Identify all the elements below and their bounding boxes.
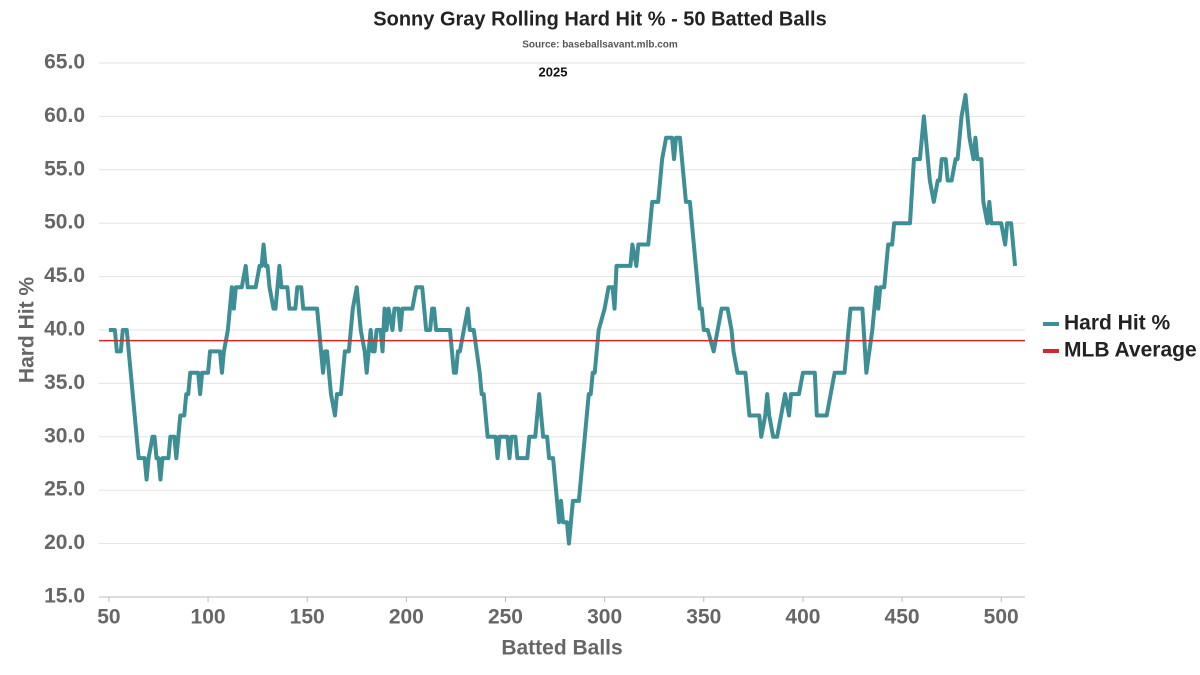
y-tick-label: 40.0 <box>44 318 85 341</box>
x-tick-label: 200 <box>389 606 424 629</box>
x-tick-label: 100 <box>191 606 226 629</box>
x-tick-label: 300 <box>587 606 622 629</box>
chart-title: Sonny Gray Rolling Hard Hit % - 50 Batte… <box>373 8 826 30</box>
y-axis-label: Hard Hit % <box>16 277 39 384</box>
x-tick-label: 350 <box>686 606 721 629</box>
y-tick-label: 45.0 <box>44 264 85 287</box>
x-tick-label: 250 <box>488 606 523 629</box>
y-tick-label: 35.0 <box>44 371 85 394</box>
x-tick-label: 50 <box>97 606 120 629</box>
annotation: 2025 <box>539 64 568 79</box>
x-tick-label: 150 <box>290 606 325 629</box>
y-tick-label: 60.0 <box>44 104 85 127</box>
y-tick-label: 20.0 <box>44 531 85 554</box>
y-tick-label: 50.0 <box>44 211 85 234</box>
legend-label: Hard Hit % <box>1064 312 1171 335</box>
y-tick-label: 30.0 <box>44 424 85 447</box>
x-tick-label: 450 <box>885 606 920 629</box>
y-tick-label: 15.0 <box>44 585 85 608</box>
chart-subtitle: Source: baseballsavant.mlb.com <box>522 40 678 51</box>
y-tick-label: 25.0 <box>44 478 85 501</box>
data-line <box>108 93 1018 546</box>
y-tick-label: 55.0 <box>44 157 85 180</box>
legend-label: MLB Average <box>1064 339 1197 362</box>
x-axis-label: Batted Balls <box>501 637 622 660</box>
y-tick-label: 65.0 <box>44 51 85 74</box>
x-tick-label: 500 <box>984 606 1019 629</box>
x-tick-label: 400 <box>785 606 820 629</box>
